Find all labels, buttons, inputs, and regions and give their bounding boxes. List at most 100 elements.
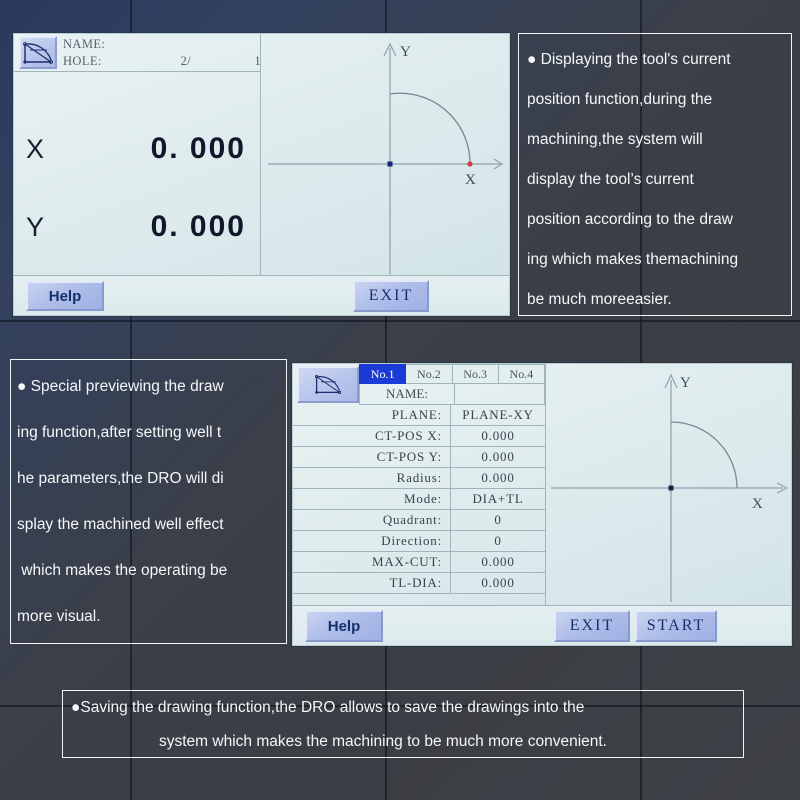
caption-line: position according to the draw bbox=[527, 211, 733, 228]
axis-label-x: X bbox=[26, 133, 45, 164]
program-name-value[interactable] bbox=[455, 384, 545, 404]
param-label: CT-POS X: bbox=[293, 426, 451, 446]
axis-label-y: Y bbox=[26, 211, 45, 242]
parameter-table: PLANE: PLANE-XY CT-POS X: 0.000 CT-POS Y… bbox=[293, 405, 545, 605]
param-value[interactable]: 0.000 bbox=[481, 470, 515, 485]
dro-position-softkey-bar: Help EXIT bbox=[14, 275, 509, 315]
arc-quadrant-drawing-icon[interactable] bbox=[297, 366, 359, 403]
caption-line: ● Special previewing the draw bbox=[17, 378, 224, 395]
caption-line: machining,the system will bbox=[527, 131, 703, 148]
caption-line: splay the machined well effect bbox=[17, 516, 224, 533]
table-row[interactable]: Radius: 0.000 bbox=[293, 468, 545, 489]
program-tabs-stack: No.1 No.2 No.3 No.4 NAME: bbox=[359, 364, 545, 405]
param-value[interactable]: PLANE-XY bbox=[462, 407, 534, 422]
dro-preview-header: No.1 No.2 No.3 No.4 NAME: bbox=[293, 364, 545, 405]
graph-y-axis-label: Y bbox=[400, 44, 411, 60]
table-row[interactable]: PLANE: PLANE-XY bbox=[293, 405, 545, 426]
background-gridline-horizontal bbox=[0, 705, 800, 707]
caption-preview-feature: ● Special previewing the draw ing functi… bbox=[10, 359, 287, 644]
hole-current-value: 2/ bbox=[180, 53, 191, 68]
param-label: Quadrant: bbox=[293, 510, 451, 530]
exit-button[interactable]: EXIT bbox=[554, 610, 630, 642]
preview-path-graph-svg: Y X bbox=[551, 373, 789, 602]
start-button[interactable]: START bbox=[635, 610, 717, 642]
param-value[interactable]: 0 bbox=[494, 512, 502, 527]
preview-arc-path bbox=[670, 421, 738, 489]
table-row[interactable]: Mode: DIA+TL bbox=[293, 489, 545, 510]
dro-preview-screen: No.1 No.2 No.3 No.4 NAME: PLANE: bbox=[292, 363, 792, 646]
origin-marker bbox=[668, 485, 674, 491]
dro-preview-body: No.1 No.2 No.3 No.4 NAME: PLANE: bbox=[293, 364, 791, 605]
caption-line: more visual. bbox=[17, 608, 101, 625]
tab-no-2[interactable]: No.2 bbox=[406, 364, 453, 384]
caption-position-feature: ● Displaying the tool's current position… bbox=[518, 33, 792, 316]
arc-quadrant-drawing-icon-glyph bbox=[314, 374, 342, 395]
help-button[interactable]: Help bbox=[305, 610, 383, 642]
tab-no-4[interactable]: No.4 bbox=[498, 364, 545, 384]
caption-line: which makes the operating be bbox=[17, 562, 228, 579]
param-label: CT-POS Y: bbox=[293, 447, 451, 467]
help-button[interactable]: Help bbox=[26, 281, 104, 311]
caption-line: ● Displaying the tool's current bbox=[527, 51, 731, 68]
caption-line: ing function,after setting well t bbox=[17, 424, 222, 441]
exit-button[interactable]: EXIT bbox=[353, 280, 429, 312]
table-row[interactable]: CT-POS Y: 0.000 bbox=[293, 447, 545, 468]
dro-position-header-fields: NAME: HOLE: 2/ 1 bbox=[57, 34, 261, 71]
param-value[interactable]: 0 bbox=[494, 533, 502, 548]
caption-line: he parameters,the DRO will di bbox=[17, 470, 224, 487]
arc-quadrant-drawing-icon[interactable] bbox=[19, 36, 57, 69]
dro-position-body: NAME: HOLE: 2/ 1 X 0. 000 bbox=[14, 34, 509, 275]
hole-row: HOLE: 2/ 1 bbox=[63, 53, 261, 70]
param-value[interactable]: 0.000 bbox=[481, 449, 515, 464]
axis-value-x: 0. 000 bbox=[150, 132, 246, 165]
param-value[interactable]: 0.000 bbox=[481, 554, 515, 569]
dro-position-readout-area: NAME: HOLE: 2/ 1 X 0. 000 bbox=[14, 34, 261, 275]
table-row[interactable]: TL-DIA: 0.000 bbox=[293, 573, 545, 594]
hole-label: HOLE: bbox=[63, 53, 102, 68]
origin-marker bbox=[387, 161, 393, 167]
dro-position-graph: Y X bbox=[262, 34, 509, 275]
name-row: NAME: bbox=[63, 36, 261, 53]
dro-preview-graph: Y X bbox=[547, 364, 791, 605]
dro-position-header: NAME: HOLE: 2/ 1 bbox=[14, 34, 261, 72]
caption-line: be much moreeasier. bbox=[527, 291, 672, 308]
table-row[interactable]: MAX-CUT: 0.000 bbox=[293, 552, 545, 573]
param-label: Mode: bbox=[293, 489, 451, 509]
caption-line: system which makes the machining to be m… bbox=[159, 733, 607, 750]
table-row[interactable]: Direction: 0 bbox=[293, 531, 545, 552]
table-row[interactable]: CT-POS X: 0.000 bbox=[293, 426, 545, 447]
axis-row-x: X 0. 000 bbox=[14, 126, 260, 172]
param-label: Radius: bbox=[293, 468, 451, 488]
background-gridline-horizontal bbox=[0, 320, 800, 322]
graph-y-axis-label: Y bbox=[680, 375, 691, 391]
arc-quadrant-drawing-icon-glyph bbox=[23, 41, 53, 64]
program-name-row: NAME: bbox=[359, 384, 545, 405]
caption-line: ●Saving the drawing function,the DRO all… bbox=[71, 699, 585, 716]
name-value[interactable] bbox=[121, 36, 191, 53]
caption-line: position function,during the bbox=[527, 91, 713, 108]
tab-no-3[interactable]: No.3 bbox=[452, 364, 499, 384]
name-label: NAME: bbox=[63, 36, 106, 51]
table-row[interactable]: Quadrant: 0 bbox=[293, 510, 545, 531]
param-label: TL-DIA: bbox=[293, 573, 451, 593]
graph-x-axis-label: X bbox=[752, 496, 763, 512]
program-tabs: No.1 No.2 No.3 No.4 bbox=[359, 364, 545, 384]
param-label: MAX-CUT: bbox=[293, 552, 451, 572]
axis-value-y: 0. 000 bbox=[150, 210, 246, 243]
param-value[interactable]: 0.000 bbox=[481, 575, 515, 590]
caption-line: display the tool’s current bbox=[527, 171, 694, 188]
tab-no-1[interactable]: No.1 bbox=[359, 364, 407, 384]
axis-row-y: Y 0. 000 bbox=[14, 204, 260, 250]
dro-preview-parameter-area: No.1 No.2 No.3 No.4 NAME: PLANE: bbox=[293, 364, 546, 605]
dro-preview-softkey-bar: Help EXIT START bbox=[293, 605, 791, 645]
program-name-label: NAME: bbox=[359, 384, 455, 404]
param-value[interactable]: DIA+TL bbox=[472, 491, 524, 506]
graph-x-axis-label: X bbox=[465, 172, 476, 188]
machining-arc-path bbox=[389, 92, 471, 165]
background-gridline-vertical bbox=[130, 0, 132, 800]
hole-total-value: 1 bbox=[254, 53, 261, 68]
tool-current-position-marker bbox=[467, 161, 473, 167]
param-value[interactable]: 0.000 bbox=[481, 428, 515, 443]
param-label: PLANE: bbox=[293, 405, 451, 425]
